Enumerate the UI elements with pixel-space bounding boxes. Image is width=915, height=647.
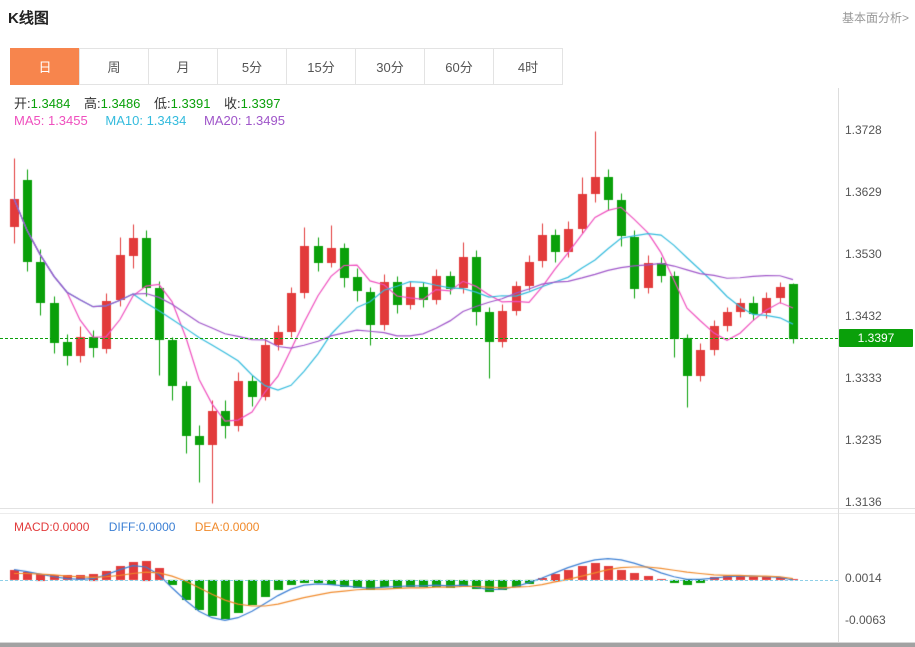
tab-30min[interactable]: 30分 — [355, 48, 425, 85]
fundamental-analysis-link[interactable]: 基本面分析> — [841, 11, 909, 25]
close-label: 收: — [224, 96, 241, 111]
tab-day[interactable]: 日 — [10, 48, 80, 85]
macd-zero-line — [0, 580, 838, 581]
chart-area: 开:1.3484 高:1.3486 低:1.3391 收:1.3397 MA5:… — [0, 88, 915, 647]
period-tabs: 日 周 月 5分 15分 30分 60分 4时 — [10, 48, 563, 85]
high-value: 1.3486 — [100, 96, 141, 111]
high-label: 高: — [84, 96, 101, 111]
axis-separator — [838, 88, 839, 642]
price-tick: 1.3530 — [845, 247, 882, 261]
panel-divider — [0, 513, 915, 514]
price-tick: 1.3728 — [845, 123, 882, 137]
close-value: 1.3397 — [240, 96, 281, 111]
low-label: 低: — [154, 96, 171, 111]
ma-info: MA5: 1.3455 MA10: 1.3434 MA20: 1.3495 — [14, 113, 299, 128]
macd-canvas[interactable] — [0, 514, 838, 643]
macd-value-label: MACD:0.0000 — [14, 520, 90, 534]
ma10-label: MA10: 1.3434 — [105, 113, 187, 128]
macd-info: MACD:0.0000 DIFF:0.0000 DEA:0.0000 — [14, 520, 275, 534]
bottom-scrollbar[interactable] — [0, 642, 915, 647]
open-value: 1.3484 — [30, 96, 71, 111]
open-label: 开: — [14, 96, 31, 111]
ma5-label: MA5: 1.3455 — [14, 113, 88, 128]
tab-5min[interactable]: 5分 — [217, 48, 287, 85]
page-title: K线图 — [8, 10, 49, 27]
tab-month[interactable]: 月 — [148, 48, 218, 85]
ma20-label: MA20: 1.3495 — [203, 113, 285, 128]
price-tick: 1.3235 — [845, 433, 882, 447]
price-tick: 1.3333 — [845, 371, 882, 385]
tab-60min[interactable]: 60分 — [424, 48, 494, 85]
tab-4hour[interactable]: 4时 — [493, 48, 563, 85]
tab-week[interactable]: 周 — [79, 48, 149, 85]
macd-tick-upper: 0.0014 — [845, 571, 882, 585]
ohlc-info: 开:1.3484 高:1.3486 低:1.3391 收:1.3397 — [14, 93, 290, 112]
panel-divider — [0, 508, 915, 509]
kline-canvas[interactable] — [0, 88, 838, 509]
price-tick: 1.3629 — [845, 185, 882, 199]
tab-15min[interactable]: 15分 — [286, 48, 356, 85]
price-tick: 1.3432 — [845, 309, 882, 323]
diff-value-label: DIFF:0.0000 — [108, 520, 176, 534]
macd-tick-lower: -0.0063 — [845, 613, 886, 627]
dea-value-label: DEA:0.0000 — [194, 520, 260, 534]
last-price-tag: 1.3397 — [839, 329, 913, 347]
last-price-line — [0, 338, 838, 339]
low-value: 1.3391 — [170, 96, 211, 111]
price-tick: 1.3136 — [845, 495, 882, 509]
